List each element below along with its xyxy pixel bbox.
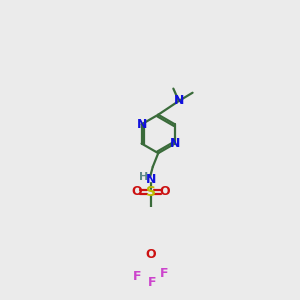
Text: N: N [136,118,147,131]
Text: O: O [159,185,170,198]
Text: F: F [148,277,156,290]
Text: O: O [146,248,156,261]
Text: F: F [160,267,169,280]
Text: F: F [133,270,141,283]
Text: N: N [170,137,180,150]
Text: N: N [174,94,184,107]
Text: O: O [132,185,142,198]
Text: S: S [146,184,156,199]
Text: N: N [146,173,156,186]
Text: H: H [139,172,148,182]
